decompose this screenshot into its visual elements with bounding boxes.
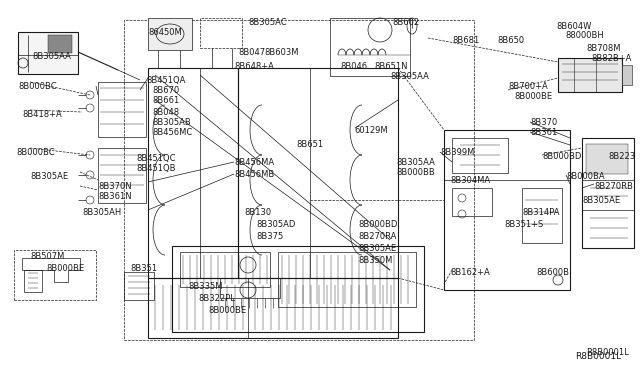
Text: 8B305AE: 8B305AE (358, 244, 396, 253)
Text: 8B451QB: 8B451QB (136, 164, 175, 173)
Text: 8B456MC: 8B456MC (152, 128, 192, 137)
Bar (238, 68, 398, 278)
Text: 8B708M: 8B708M (586, 44, 621, 53)
Text: 8B700+A: 8B700+A (508, 82, 548, 91)
Text: 8B604W: 8B604W (556, 22, 591, 31)
Bar (148, 68, 238, 278)
Text: 8B130: 8B130 (244, 208, 271, 217)
Text: 8B305AE: 8B305AE (30, 172, 68, 181)
Text: 8B361: 8B361 (530, 128, 557, 137)
Text: 8B456MA: 8B456MA (234, 158, 274, 167)
Text: 8B650: 8B650 (497, 36, 524, 45)
Text: 8B046: 8B046 (340, 62, 367, 71)
Bar (14, 250, 96, 300)
Bar (558, 58, 622, 92)
Text: 8B681: 8B681 (452, 36, 479, 45)
Text: 8B661: 8B661 (152, 96, 179, 105)
Bar (200, 18, 242, 48)
Text: 8B162+A: 8B162+A (450, 268, 490, 277)
Text: 8B322PL: 8B322PL (198, 294, 235, 303)
Text: 60129M: 60129M (354, 126, 388, 135)
Text: 8B000BD: 8B000BD (542, 152, 581, 161)
Bar (24, 270, 42, 292)
Text: 8B418+A: 8B418+A (22, 110, 61, 119)
Text: 8B270RB: 8B270RB (594, 182, 633, 191)
Text: 8B305AA: 8B305AA (32, 52, 71, 61)
Bar (330, 18, 410, 76)
Text: 8B351: 8B351 (130, 264, 157, 273)
Bar (622, 65, 632, 85)
Text: 8B350M: 8B350M (358, 256, 392, 265)
Bar (278, 252, 416, 307)
Text: 8B047: 8B047 (238, 48, 265, 57)
Text: 8B314PA: 8B314PA (522, 208, 559, 217)
Text: 8B600B: 8B600B (536, 268, 569, 277)
Text: 8B451QA: 8B451QA (146, 76, 186, 85)
Text: 8B651: 8B651 (296, 140, 323, 149)
Text: 8B305AH: 8B305AH (82, 208, 121, 217)
Bar (522, 188, 562, 243)
Bar (582, 138, 634, 248)
Text: 8B602: 8B602 (392, 18, 419, 27)
Text: 8B603M: 8B603M (264, 48, 298, 57)
Text: 8B048: 8B048 (152, 108, 179, 117)
Text: 86450M: 86450M (148, 28, 182, 37)
Text: 8B000BC: 8B000BC (16, 148, 54, 157)
Text: 8B304MA: 8B304MA (450, 176, 490, 185)
Bar (18, 32, 78, 74)
Text: 8B370: 8B370 (530, 118, 557, 127)
Text: 8B000BD: 8B000BD (358, 220, 397, 229)
Text: 8B648+A: 8B648+A (234, 62, 274, 71)
Bar (148, 278, 398, 338)
Text: 8B399M: 8B399M (440, 148, 474, 157)
Text: 8B375: 8B375 (256, 232, 284, 241)
Text: 8B305AA: 8B305AA (396, 158, 435, 167)
Text: 8B000BC: 8B000BC (18, 82, 56, 91)
Text: 8B361N: 8B361N (98, 192, 132, 201)
Bar (180, 252, 270, 287)
Bar (172, 246, 424, 332)
Text: 8B270RA: 8B270RA (358, 232, 396, 241)
Text: 8B335M: 8B335M (188, 282, 223, 291)
Text: 8B305AD: 8B305AD (256, 220, 296, 229)
Text: 8B351+S: 8B351+S (504, 220, 543, 229)
Text: 8B000BE: 8B000BE (514, 92, 552, 101)
Text: 8B305AC: 8B305AC (248, 18, 287, 27)
Text: 8B651N: 8B651N (374, 62, 408, 71)
Text: 8B000BE: 8B000BE (208, 306, 246, 315)
Text: 8B000BE: 8B000BE (46, 264, 84, 273)
Text: 8B000BB: 8B000BB (396, 168, 435, 177)
Text: 8B507M: 8B507M (30, 252, 65, 261)
Text: 8B000BA: 8B000BA (566, 172, 605, 181)
Text: 8B370N: 8B370N (98, 182, 132, 191)
Bar (452, 188, 492, 216)
Text: 8B305AB: 8B305AB (152, 118, 191, 127)
Bar (124, 20, 474, 340)
Bar (48, 35, 72, 53)
Text: R8B0001L: R8B0001L (575, 352, 621, 361)
Text: 8B305AE: 8B305AE (582, 196, 620, 205)
Bar (98, 82, 146, 137)
Bar (444, 130, 570, 290)
Text: 8B451QC: 8B451QC (136, 154, 175, 163)
Bar (124, 272, 154, 300)
Text: R8B0001L: R8B0001L (586, 348, 628, 357)
Text: 8B456MB: 8B456MB (234, 170, 275, 179)
Bar (98, 148, 146, 203)
Bar (452, 138, 508, 173)
Text: 8B82B+A: 8B82B+A (591, 54, 632, 63)
Text: 88000BH: 88000BH (565, 31, 604, 40)
Text: 8B223: 8B223 (608, 152, 635, 161)
Text: 8B670: 8B670 (152, 86, 179, 95)
Bar (586, 144, 628, 174)
Text: 8B305AA: 8B305AA (390, 72, 429, 81)
Bar (148, 18, 192, 50)
Bar (220, 278, 280, 298)
